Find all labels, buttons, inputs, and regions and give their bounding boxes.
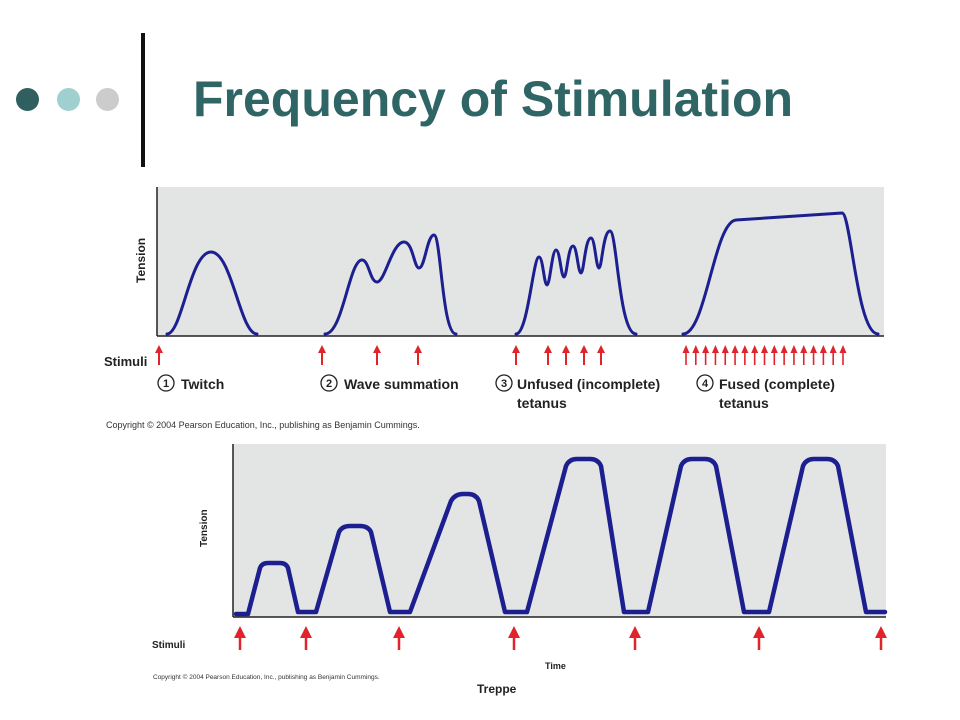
stimulus-arrow bbox=[875, 626, 887, 650]
treppe-curve bbox=[233, 456, 888, 617]
stimulus-arrow bbox=[770, 345, 778, 365]
stimulus-arrow bbox=[753, 626, 765, 650]
stimulus-arrow bbox=[731, 345, 739, 365]
stimulus-arrow bbox=[512, 345, 520, 365]
panel-label-2: 2 Wave summation bbox=[320, 374, 459, 392]
top-stimuli-arrows bbox=[155, 345, 605, 365]
bottom-stimuli-arrows bbox=[234, 626, 887, 650]
stimulus-arrow bbox=[373, 345, 381, 365]
bottom-stimuli-label: Stimuli bbox=[152, 640, 186, 651]
stimulus-arrow bbox=[629, 626, 641, 650]
stimulus-arrow bbox=[155, 345, 163, 365]
top-plot-background bbox=[157, 187, 884, 336]
panel-title-4: Fused (complete) bbox=[719, 376, 835, 392]
stimulus-arrow bbox=[393, 626, 405, 650]
unfused-tetanus-curve bbox=[514, 229, 638, 336]
stimulus-arrow bbox=[318, 345, 326, 365]
stimulus-arrow bbox=[800, 345, 808, 365]
top-stimuli-label: Stimuli bbox=[104, 354, 147, 369]
bottom-y-axis-label: Tension bbox=[199, 509, 210, 547]
top-y-axis-label: Tension bbox=[134, 238, 148, 283]
top-copyright: Copyright © 2004 Pearson Education, Inc.… bbox=[106, 420, 420, 430]
stimulus-arrow bbox=[741, 345, 749, 365]
panel-number-4: 4 bbox=[702, 378, 709, 390]
wave-summation-curve bbox=[323, 233, 458, 336]
bullet-dot-gray bbox=[96, 88, 119, 111]
fused-tetanus-curve bbox=[681, 211, 880, 336]
bottom-copyright: Copyright © 2004 Pearson Education, Inc.… bbox=[153, 673, 380, 681]
page-title: Frequency of Stimulation bbox=[193, 71, 794, 127]
stimulus-arrow bbox=[761, 345, 768, 365]
stimulus-arrow bbox=[597, 345, 605, 365]
stimulus-arrow bbox=[414, 345, 422, 365]
stimulus-arrow bbox=[682, 345, 690, 365]
stimulus-arrow bbox=[780, 345, 788, 365]
bottom-x-axis-label: Time bbox=[545, 661, 566, 671]
panel-title-3: Unfused (incomplete) bbox=[517, 376, 660, 392]
figure-caption: Treppe bbox=[477, 682, 517, 696]
stimulus-arrow bbox=[580, 345, 588, 365]
panel-label-1: 1 Twitch bbox=[157, 374, 224, 392]
stimulus-arrow bbox=[810, 345, 818, 365]
stimulus-arrow bbox=[508, 626, 520, 650]
panel-label-3: 3 Unfused (incomplete) tetanus bbox=[495, 374, 660, 411]
stimulus-arrow bbox=[790, 345, 798, 365]
stimulus-arrow bbox=[829, 345, 837, 365]
panel-number-1: 1 bbox=[163, 378, 169, 390]
stimulus-arrow bbox=[819, 345, 827, 365]
bullet-dot-dark bbox=[16, 88, 39, 111]
stimulus-arrow bbox=[562, 345, 570, 365]
stimulus-arrow bbox=[721, 345, 729, 365]
stimulus-arrow bbox=[544, 345, 552, 365]
stimulus-arrow bbox=[300, 626, 312, 650]
stimulus-arrow bbox=[751, 345, 759, 365]
panel-title-2: Wave summation bbox=[344, 376, 459, 392]
panel-number-2: 2 bbox=[326, 378, 332, 390]
twitch-curve bbox=[165, 250, 259, 336]
panel-number-3: 3 bbox=[501, 378, 507, 390]
panel-label-4: 4 Fused (complete) tetanus bbox=[696, 374, 835, 411]
stimulus-arrow bbox=[692, 345, 700, 365]
stimulus-arrow bbox=[839, 345, 847, 365]
bullet-dot-teal bbox=[57, 88, 80, 111]
title-divider bbox=[141, 33, 145, 167]
panel-title-1: Twitch bbox=[181, 376, 224, 392]
panel-subtitle-4: tetanus bbox=[719, 395, 769, 411]
panel-subtitle-3: tetanus bbox=[517, 395, 567, 411]
stimulus-arrow bbox=[234, 626, 246, 650]
stimulus-arrow bbox=[711, 345, 719, 365]
fused-stimuli-arrows bbox=[682, 345, 847, 365]
stimulus-arrow bbox=[702, 345, 710, 365]
